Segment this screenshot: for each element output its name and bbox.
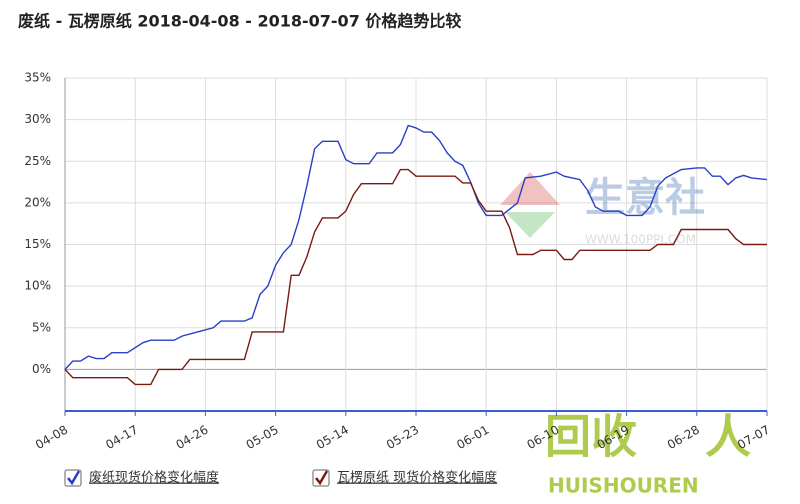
y-tick-label: 10% [24, 279, 51, 293]
y-tick-label: 15% [24, 237, 51, 251]
x-tick-label: 06-28 [665, 423, 702, 453]
line-series [64, 124, 768, 370]
watermark-icon: 人 [705, 410, 751, 464]
watermark-logo [505, 212, 555, 238]
watermark-group: 生意社 WWW.100PPI.COM [500, 172, 705, 247]
legend-check [315, 470, 329, 486]
legend-label: 瓦楞原纸 现货价格变化幅度 [337, 470, 497, 486]
y-tick-label: 30% [24, 112, 51, 126]
chart-title: 废纸 - 瓦楞原纸 2018-04-08 - 2018-07-07 价格趋势比较 [18, 12, 461, 31]
y-tick-label: 20% [24, 195, 51, 209]
x-tick-label: 04-17 [103, 423, 140, 453]
watermark-text: 生意社 [585, 175, 705, 221]
x-tick-label: 05-05 [244, 423, 281, 453]
x-tick-label: 04-08 [33, 423, 70, 453]
x-tick-label: 06-01 [454, 423, 491, 453]
watermark-logo [500, 172, 560, 205]
y-tick-label: 35% [24, 71, 51, 85]
legend-label: 废纸现货价格变化幅度 [89, 470, 219, 486]
y-tick-label: 0% [32, 362, 51, 376]
y-tick-label: 5% [32, 320, 51, 334]
line-series [64, 168, 767, 386]
x-tick-label: 05-23 [384, 423, 421, 453]
legend-check [67, 470, 81, 486]
watermark-group: 回收 人 HUISHOUREN [545, 410, 751, 498]
x-tick-label: 05-14 [314, 423, 351, 453]
watermark-text: WWW.100PPI.COM [585, 233, 696, 247]
watermark-text: HUISHOUREN [548, 474, 699, 498]
x-tick-label: 04-26 [173, 423, 210, 453]
watermark-text: 回收 [545, 410, 637, 464]
y-tick-label: 25% [24, 154, 51, 168]
